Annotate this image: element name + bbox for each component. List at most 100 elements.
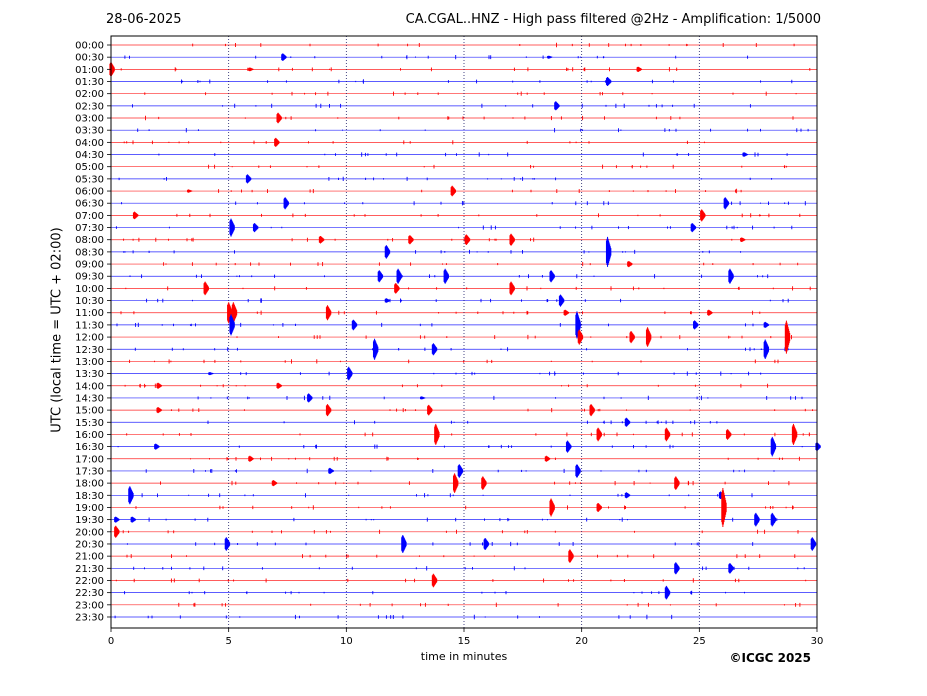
seismic-event: [624, 417, 631, 427]
seismic-event: [347, 366, 353, 381]
chart-title: CA.CGAL..HNZ - High pass filtered @2Hz -…: [405, 12, 821, 27]
trace-noise: [129, 274, 769, 279]
seismic-event: [457, 464, 464, 478]
seismic-event: [245, 174, 252, 184]
trace-noise: [117, 444, 803, 449]
trace-noise: [190, 456, 800, 461]
trace-noise: [126, 554, 796, 559]
seismic-event: [248, 455, 254, 462]
x-tick-label: 10: [340, 636, 353, 647]
seismic-event: [810, 537, 817, 551]
seismic-event: [248, 67, 254, 72]
seismic-event: [791, 423, 798, 445]
seismic-event: [443, 268, 449, 284]
trace-noise: [137, 128, 809, 133]
y-tick-label: 10:00: [75, 284, 104, 295]
seismic-event: [156, 382, 162, 389]
x-tick-label: 30: [811, 636, 824, 647]
seismic-event: [483, 538, 489, 550]
trace-noise: [124, 383, 769, 388]
seismic-event: [575, 464, 581, 478]
y-tick-label: 06:00: [75, 187, 104, 198]
trace-noise: [135, 505, 794, 510]
y-tick-label: 22:00: [75, 576, 104, 587]
y-tick-label: 07:30: [75, 223, 104, 234]
seismic-event: [325, 404, 332, 417]
trace-noise: [120, 310, 761, 315]
seismic-event: [224, 537, 231, 551]
trace-noise: [114, 614, 673, 620]
seismic-event: [408, 235, 414, 245]
y-tick-label: 12:00: [75, 333, 104, 344]
seismic-event: [229, 314, 235, 336]
seismic-event: [605, 77, 612, 86]
trace-noise: [118, 176, 773, 181]
trace-noise: [134, 347, 789, 352]
y-tick-label: 01:00: [75, 65, 104, 76]
y-tick-label: 19:30: [75, 515, 104, 526]
seismic-event: [763, 339, 770, 359]
trace-noise: [125, 286, 811, 291]
y-tick-label: 04:30: [75, 150, 104, 161]
trace-noise: [197, 395, 803, 401]
seismic-event: [274, 137, 280, 147]
trace-noise: [160, 480, 790, 486]
y-tick-label: 07:00: [75, 211, 104, 222]
seismic-event: [481, 476, 487, 490]
seismic-event: [664, 585, 671, 600]
seismic-event: [509, 233, 515, 246]
seismic-event: [723, 197, 730, 210]
seismic-event: [203, 281, 209, 296]
seismic-event: [208, 372, 214, 376]
seismic-event: [283, 197, 289, 210]
y-tick-label: 00:30: [75, 53, 104, 64]
y-tick-label: 10:30: [75, 296, 104, 307]
y-tick-label: 05:30: [75, 174, 104, 185]
trace-noise: [187, 188, 742, 194]
seismic-event: [645, 327, 652, 347]
y-tick-label: 03:30: [75, 126, 104, 137]
y-tick-label: 03:00: [75, 114, 104, 125]
seismic-event: [377, 270, 384, 283]
seismic-event: [784, 320, 791, 354]
x-axis-label: time in minutes: [420, 650, 508, 663]
y-tick-label: 14:00: [75, 381, 104, 392]
y-tick-label: 16:00: [75, 430, 104, 441]
y-tick-label: 15:30: [75, 418, 104, 429]
seismic-event: [114, 525, 120, 538]
seismic-event: [132, 211, 139, 220]
trace-noise: [146, 298, 789, 303]
y-tick-label: 04:00: [75, 138, 104, 149]
y-axis-label: UTC (local time = UTC + 02:00): [49, 227, 65, 433]
seismic-event: [690, 223, 697, 233]
y-tick-label: 16:30: [75, 442, 104, 453]
trace-noise: [145, 115, 794, 121]
seismic-event: [325, 305, 332, 321]
seismic-event: [728, 563, 734, 574]
seismic-event: [427, 404, 433, 416]
x-tick-label: 15: [458, 636, 471, 647]
y-tick-label: 09:30: [75, 272, 104, 283]
seismic-event: [554, 101, 560, 111]
y-tick-label: 14:30: [75, 393, 104, 404]
y-tick-label: 00:00: [75, 41, 104, 52]
trace-noise: [133, 566, 805, 571]
seismic-event: [558, 294, 565, 307]
y-tick-label: 23:00: [75, 600, 104, 611]
y-tick-label: 02:30: [75, 101, 104, 112]
trace-noise: [124, 55, 749, 60]
seismic-event: [605, 236, 612, 267]
seismic-event: [563, 309, 569, 316]
seismic-event: [434, 423, 440, 445]
trace-noise: [126, 432, 810, 437]
seismic-event: [276, 112, 282, 124]
seismic-event: [674, 562, 680, 575]
traces-layer: [111, 42, 817, 620]
y-tick-label: 09:00: [75, 260, 104, 271]
trace-noise: [145, 468, 775, 474]
seismic-event: [450, 185, 457, 197]
trace-noise: [115, 578, 807, 583]
seismic-event: [728, 268, 734, 284]
seismic-event: [674, 476, 680, 490]
plot-date: 28-06-2025: [106, 12, 182, 27]
